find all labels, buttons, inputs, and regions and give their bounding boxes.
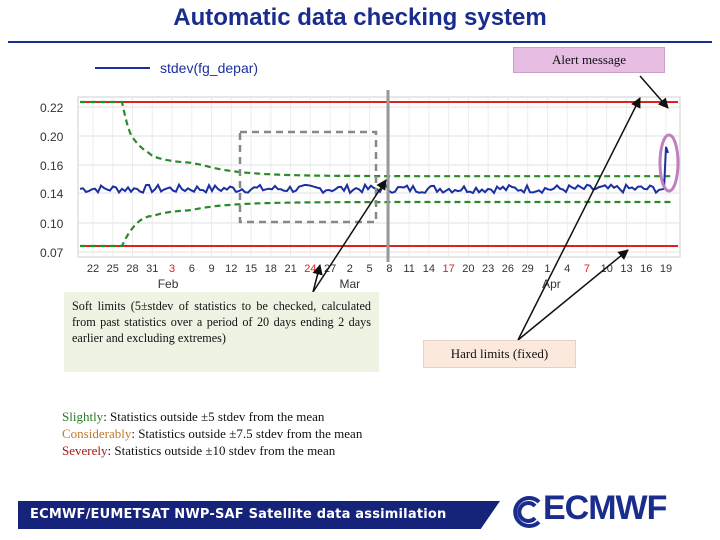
limit-layer bbox=[80, 100, 678, 248]
y-tick-label: 0.10 bbox=[40, 217, 64, 231]
footer-banner: ECMWF/EUMETSAT NWP-SAF Satellite data as… bbox=[18, 501, 500, 529]
y-tick-label: 0.07 bbox=[40, 246, 64, 260]
x-month-label: Mar bbox=[340, 277, 361, 291]
page-title: Automatic data checking system bbox=[173, 4, 547, 31]
alert-message-label: Alert message bbox=[551, 52, 626, 67]
annotation-arrow bbox=[312, 263, 323, 293]
annot-layer bbox=[238, 75, 680, 341]
x-tick-label: 4 bbox=[564, 263, 570, 275]
x-tick-label: 8 bbox=[386, 263, 392, 275]
severity-key: Considerably bbox=[62, 426, 132, 441]
severity-row-severely: Severely: Statistics outside ±10 stdev f… bbox=[62, 442, 362, 459]
x-tick-label: 13 bbox=[620, 263, 632, 275]
ecmwf-logo-icon bbox=[513, 496, 541, 528]
x-tick-label: 7 bbox=[584, 263, 590, 275]
severity-key: Slightly bbox=[62, 409, 104, 424]
alert-message-box: Alert message bbox=[513, 47, 665, 73]
x-tick-label: 25 bbox=[107, 263, 119, 275]
x-tick-label: 10 bbox=[601, 263, 613, 275]
x-tick-label: 17 bbox=[443, 263, 455, 275]
x-tick-label: 3 bbox=[169, 263, 175, 275]
x-tick-label: 31 bbox=[146, 263, 158, 275]
x-tick-label: 29 bbox=[522, 263, 534, 275]
hard-limits-label: Hard limits (fixed) bbox=[450, 346, 549, 361]
severity-text: : Statistics outside ±10 stdev from the … bbox=[107, 443, 336, 458]
x-tick-label: 28 bbox=[126, 263, 138, 275]
x-tick-label: 21 bbox=[284, 263, 296, 275]
x-month-label: Feb bbox=[158, 277, 179, 291]
legend-label: stdev(fg_depar) bbox=[160, 60, 258, 76]
severity-key: Severely bbox=[62, 443, 108, 458]
logo-text: ECMWF bbox=[543, 489, 667, 527]
annotation-arrow bbox=[517, 249, 629, 341]
annotation-arrow bbox=[312, 179, 387, 293]
severity-row-considerably: Considerably: Statistics outside ±7.5 st… bbox=[62, 425, 362, 442]
x-tick-label: 27 bbox=[324, 263, 336, 275]
x-tick-label: 14 bbox=[423, 263, 435, 275]
plot-frame bbox=[77, 96, 681, 258]
severity-text: : Statistics outside ±5 stdev from the m… bbox=[103, 409, 325, 424]
x-tick-label: 19 bbox=[660, 263, 672, 275]
x-tick-label: 26 bbox=[502, 263, 514, 275]
severity-text: : Statistics outside ±7.5 stdev from the… bbox=[131, 426, 363, 441]
severity-row-slightly: Slightly: Statistics outside ±5 stdev fr… bbox=[62, 408, 362, 425]
series-line bbox=[79, 146, 669, 195]
y-tick-label: 0.16 bbox=[40, 159, 64, 173]
x-tick-label: 16 bbox=[640, 263, 652, 275]
annotation-arrow bbox=[639, 75, 669, 109]
x-tick-label: 24 bbox=[304, 263, 316, 275]
x-tick-label: 9 bbox=[208, 263, 214, 275]
spike-ellipse bbox=[658, 133, 680, 193]
x-tick-label: 2 bbox=[347, 263, 353, 275]
x-tick-label: 6 bbox=[189, 263, 195, 275]
severity-legend: Slightly: Statistics outside ±5 stdev fr… bbox=[62, 408, 362, 459]
x-tick-label: 15 bbox=[245, 263, 257, 275]
x-tick-label: 11 bbox=[403, 263, 414, 275]
title-divider bbox=[8, 41, 712, 43]
x-tick-label: 23 bbox=[482, 263, 494, 275]
x-tick-label: 20 bbox=[462, 263, 474, 275]
x-tick-label: 5 bbox=[367, 263, 373, 275]
footer-text: ECMWF/EUMETSAT NWP-SAF Satellite data as… bbox=[30, 507, 447, 522]
x-month-label: Apr bbox=[542, 277, 561, 291]
x-tick-label: 12 bbox=[225, 263, 237, 275]
highlight-rect bbox=[238, 130, 378, 224]
y-tick-label: 0.14 bbox=[40, 187, 64, 201]
hard-limits-box: Hard limits (fixed) bbox=[423, 340, 576, 368]
soft-limits-note: Soft limits (5±stdev of statistics to be… bbox=[64, 292, 379, 372]
x-tick-label: 22 bbox=[87, 263, 99, 275]
annotation-arrow bbox=[517, 97, 641, 341]
series-layer bbox=[79, 146, 669, 195]
x-tick-label: 18 bbox=[265, 263, 277, 275]
y-tick-label: 0.22 bbox=[40, 101, 64, 115]
x-tick-label: 1 bbox=[544, 263, 550, 275]
y-tick-label: 0.20 bbox=[40, 130, 64, 144]
